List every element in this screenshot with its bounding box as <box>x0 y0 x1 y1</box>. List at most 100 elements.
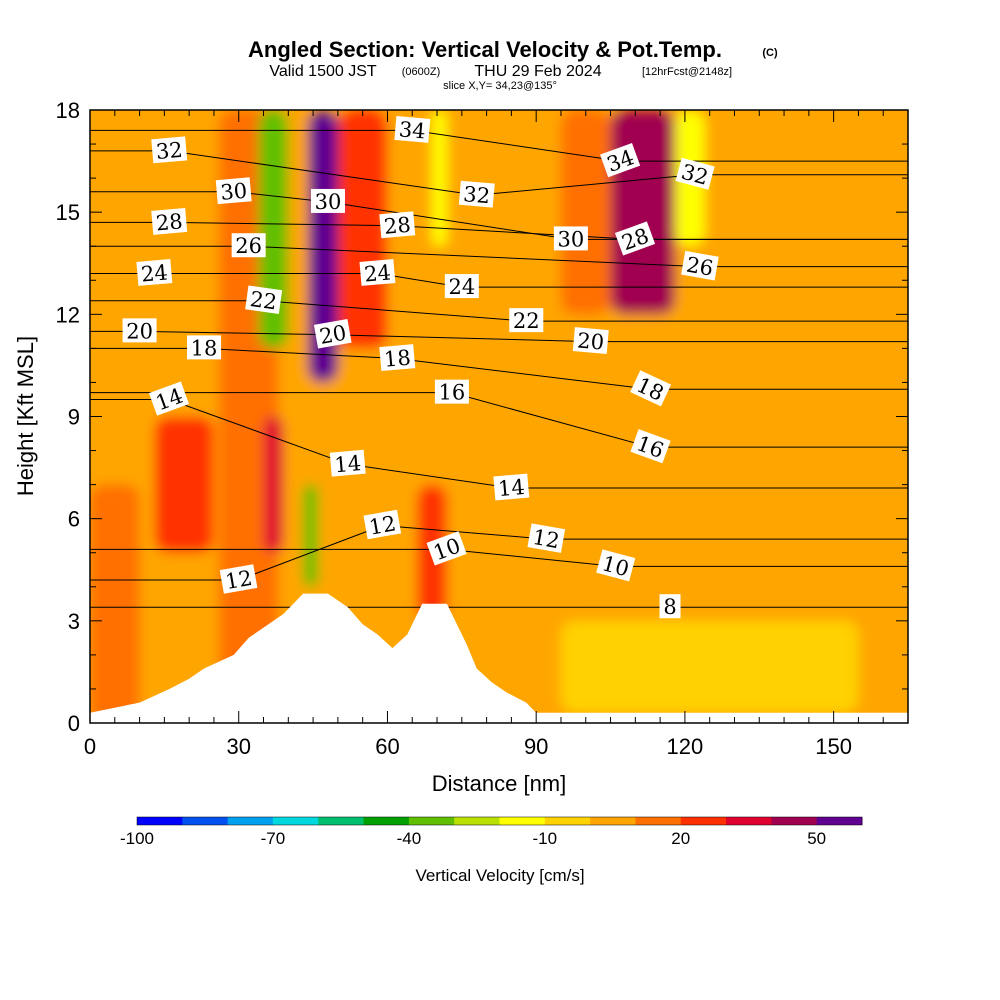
contour-label-box <box>426 531 467 566</box>
contour-label-box <box>675 157 715 190</box>
y-tick-label: 18 <box>56 98 80 123</box>
subtitle-utc: (0600Z) <box>402 66 441 78</box>
contour-label-text: 26 <box>685 253 715 281</box>
velocity-field <box>90 110 908 723</box>
contour-label-box <box>187 335 222 360</box>
contour-label-text: 30 <box>558 227 585 251</box>
x-axis-label: Distance [nm] <box>432 771 567 796</box>
velocity-patch <box>610 110 675 315</box>
contour-label: 18 <box>187 335 222 360</box>
contour-label-text: 20 <box>576 328 605 354</box>
plot-area <box>90 110 908 723</box>
x-tick-label: 30 <box>226 734 250 759</box>
theta-contour <box>90 245 908 268</box>
contour-label-text: 14 <box>497 475 526 501</box>
contour-label-box <box>630 370 672 407</box>
contour-label: 12 <box>363 509 402 540</box>
contour-label-box <box>359 259 396 286</box>
colorbar-segment <box>227 817 274 825</box>
subtitle-date: THU 29 Feb 2024 <box>474 63 601 80</box>
contour-label-box <box>572 327 609 355</box>
colorbar-segment <box>499 817 546 825</box>
contour-label-text: 32 <box>462 182 491 208</box>
subtitle-forecast: [12hrFcst@2148z] <box>642 66 732 78</box>
y-tick-label: 15 <box>56 200 80 225</box>
velocity-patch <box>432 110 447 247</box>
contour-label-box <box>614 221 656 256</box>
contour-label-box <box>553 226 588 251</box>
contour-label: 28 <box>151 207 188 236</box>
contour-label: 32 <box>151 136 188 164</box>
contour-label-text: 24 <box>363 260 392 286</box>
contour-label-text: 34 <box>398 117 427 143</box>
contour-label-text: 14 <box>333 451 362 477</box>
contour-label-box <box>444 274 479 299</box>
contour-label-box <box>219 564 258 594</box>
colorbar: -100 -70 -40 -10 20 50 <box>120 816 863 848</box>
colorbar-label: 50 <box>807 829 826 848</box>
colorbar-segment <box>680 817 727 825</box>
y-tick-label: 9 <box>68 405 80 430</box>
contour-label: 8 <box>659 594 681 619</box>
contour-label-text: 12 <box>367 511 397 539</box>
contour-label: 26 <box>231 233 266 258</box>
contour-label: 12 <box>219 564 258 594</box>
contour-label: 30 <box>310 188 345 214</box>
contour-label-box <box>231 233 266 258</box>
colorbar-segment <box>318 817 365 825</box>
contour-label-box <box>151 136 188 164</box>
colorbar-segment <box>408 817 455 825</box>
contour-label: 20 <box>313 319 352 349</box>
contour-label-box <box>493 473 530 501</box>
contour-label-box <box>313 319 352 349</box>
colorbar-segment <box>454 817 500 825</box>
theta-contour <box>90 392 908 448</box>
contour-label: 20 <box>122 318 157 343</box>
contour-label-box <box>310 188 345 213</box>
contour-label-box <box>151 207 188 235</box>
x-tick-label: 150 <box>815 734 852 759</box>
x-axis: 0 30 60 90 120 150 <box>84 110 884 759</box>
contour-label: 14 <box>493 473 530 501</box>
x-tick-label: 60 <box>375 734 399 759</box>
colorbar-segment <box>726 817 772 825</box>
colorbar-segment <box>182 817 229 825</box>
contour-label: 18 <box>379 344 416 372</box>
contour-label-box <box>600 143 641 178</box>
contour-label: 14 <box>329 449 366 477</box>
contour-label-box <box>215 177 252 205</box>
velocity-patch <box>303 484 319 587</box>
colorbar-title: Vertical Velocity [cm/s] <box>415 866 584 885</box>
contour-label-box <box>630 429 671 464</box>
y-axis: 0 3 6 9 12 15 18 <box>56 98 908 736</box>
contour-label-text: 30 <box>315 190 342 214</box>
theta-contour <box>90 300 908 322</box>
colorbar-frame <box>136 816 863 826</box>
contour-label: 22 <box>509 308 544 333</box>
contour-label: 26 <box>681 250 719 281</box>
y-axis-label: Height [Kft MSL] <box>13 336 38 496</box>
y-tick-label: 12 <box>56 302 80 327</box>
colorbar-segment <box>272 817 319 825</box>
colorbar-label: -100 <box>120 829 154 848</box>
contour-label: 22 <box>245 285 283 314</box>
contour-labels: 32 30 28 26 24 22 20 18 14 34 30 28 24 20 32 24 22 20 30 18… <box>122 116 719 619</box>
colorbar-label: -10 <box>533 829 558 848</box>
contour-label: 24 <box>359 259 396 287</box>
x-tick-label: 120 <box>667 734 704 759</box>
colorbar-segment <box>137 817 183 825</box>
contour-label-box <box>148 381 190 416</box>
contour-label-text: 22 <box>513 309 540 333</box>
contour-label: 28 <box>379 211 416 239</box>
contour-label-text: 32 <box>155 138 184 164</box>
contour-label-text: 18 <box>383 345 412 371</box>
chart-title: Angled Section: Vertical Velocity & Pot.… <box>248 37 722 62</box>
contour-label: 32 <box>458 180 495 208</box>
velocity-patch <box>560 110 611 315</box>
contour-label-box <box>379 211 416 239</box>
colorbar-segment <box>816 817 863 825</box>
contour-label: 10 <box>596 549 636 581</box>
colorbar-label: -40 <box>397 829 422 848</box>
contour-label: 24 <box>136 259 173 287</box>
